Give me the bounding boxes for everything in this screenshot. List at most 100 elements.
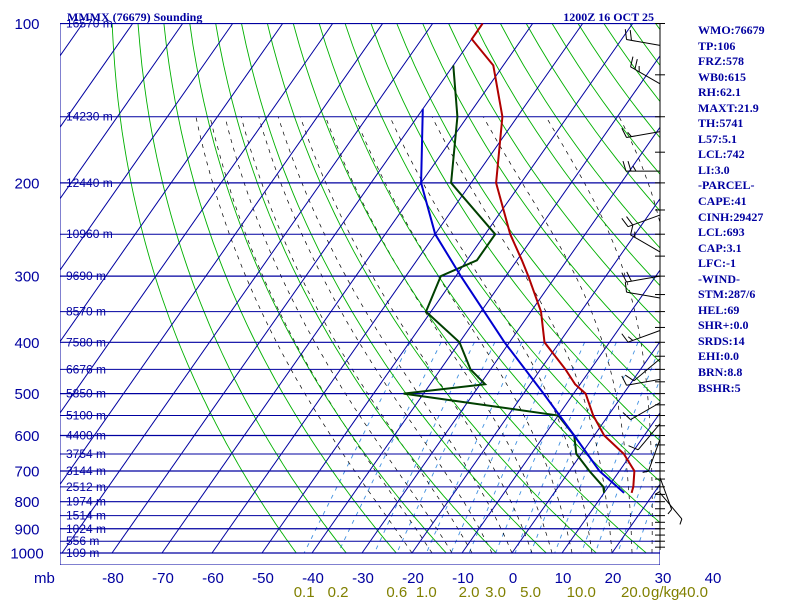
isotherm-line: [361, 126, 660, 554]
dry-adiabat-line: [215, 23, 497, 554]
stat-cap: CAP:3.1: [698, 240, 742, 255]
wind-barb-flag: [621, 127, 627, 138]
wind-barb-staff: [630, 234, 661, 253]
mixing-ratio-label: 5.0: [520, 584, 541, 600]
wind-barb-flag: [632, 165, 637, 172]
mixing-ratio-label: 2.0: [459, 584, 480, 600]
wind-barb: [654, 457, 661, 495]
pressure-tick-label: 100: [14, 16, 39, 33]
temperature-tick-label: -50: [252, 570, 274, 587]
wind-barb-flag: [630, 56, 634, 67]
stat-cinh: CINH:29427: [698, 209, 764, 224]
wind-barb: [621, 127, 661, 138]
wind-barb-staff: [633, 358, 661, 382]
wind-barb-flag: [630, 224, 634, 236]
wind-barb: [630, 224, 661, 253]
stat-l57: L57:5.1: [698, 131, 737, 146]
stat-parcel-lcl: LCL:693: [698, 225, 745, 240]
moist-adiabat-line: [277, 116, 513, 554]
temperature-tick-label: -10: [452, 570, 474, 587]
stat-tp: TP:106: [698, 38, 736, 53]
stat-bshr: BSHR:5: [698, 380, 741, 395]
wind-barb-flag: [627, 336, 634, 341]
wind-barb-staff: [626, 291, 661, 299]
moist-adiabat-line: [354, 116, 573, 554]
stat-hel: HEL:69: [698, 302, 740, 317]
dry-adiabat-line: [137, 23, 347, 554]
stat-wmo: WMO:76679: [698, 23, 765, 37]
wind-barb-flag: [626, 271, 632, 282]
stat-stm: STM:287/6: [698, 287, 756, 302]
pressure-tick-label: 500: [14, 386, 39, 403]
wind-barb: [624, 29, 661, 46]
chart-title: MMMX (76679) Sounding: [67, 10, 202, 24]
wind-barb: [624, 281, 661, 299]
wind-barb-flag: [626, 216, 634, 226]
wind-barb-flag: [622, 412, 631, 420]
height-label: 14230 m: [66, 110, 113, 124]
wind-barb: [624, 358, 661, 382]
height-label: 8570 m: [66, 305, 106, 319]
moist-adiabat-line: [299, 116, 533, 554]
wind-barb-flag: [621, 333, 629, 343]
mixing-ratio-line: [580, 345, 660, 554]
pressure-tick-label: 400: [14, 335, 39, 352]
wind-barb-flag: [679, 518, 683, 525]
wind-barb-flag: [621, 375, 627, 386]
isotherm-line: [261, 23, 634, 554]
moist-adiabat-line: [482, 116, 633, 553]
isotherm-line: [60, 23, 234, 272]
mixing-ratio-line: [396, 342, 496, 554]
moist-adiabat-line: [431, 116, 613, 554]
mixing-ratio-label: 0.2: [328, 584, 349, 600]
temperature-tick-label: 40: [705, 570, 722, 587]
height-label: 5850 m: [66, 387, 106, 401]
mixing-ratio-unit-label: g/kg: [651, 584, 679, 600]
moist-adiabat-line: [545, 116, 653, 553]
mixing-ratio-label: 0.1: [294, 584, 315, 600]
temperature-tick-label: -40: [302, 570, 324, 587]
wind-barb: [628, 423, 661, 451]
height-label: 9690 m: [66, 269, 106, 283]
stat-lcl: LCL:742: [698, 147, 745, 162]
stat-lfc: LFC:-1: [698, 256, 736, 271]
stat-frz: FRZ:578: [698, 54, 744, 69]
isotherm-line: [211, 23, 584, 554]
mixing-ratio-label: 40.0: [679, 584, 708, 600]
mixing-ratio-line: [594, 378, 660, 554]
wind-barb-flag: [622, 160, 627, 172]
isotherm-line: [60, 23, 184, 200]
isotherm-line: [411, 197, 660, 554]
mixing-ratio-label: 10.0: [567, 584, 596, 600]
mixing-ratio-label: 1.0: [416, 584, 437, 600]
wind-barb-staff: [647, 439, 661, 472]
wind-barb: [642, 439, 661, 473]
moist-adiabat-line: [195, 116, 413, 554]
wind-barb: [622, 160, 660, 172]
wind-barb-flag: [628, 445, 639, 451]
mixing-ratio-line: [617, 433, 660, 554]
wind-barb-flag: [634, 59, 638, 70]
wind-barb-staff: [659, 492, 683, 520]
dewpoint-profile-line: [403, 65, 606, 494]
wind-barb-flag: [621, 217, 629, 227]
wind-barb-staff: [626, 378, 661, 386]
height-label: 556 m: [66, 534, 99, 548]
height-label: 1024 m: [66, 522, 106, 536]
wind-barb-flag: [642, 470, 649, 473]
wind-barb-staff: [630, 402, 661, 421]
temperature-tick-label: 0: [509, 570, 517, 587]
parcel-profile-line: [420, 108, 625, 494]
mixing-ratio-line: [495, 342, 586, 554]
isotherm-line: [311, 54, 660, 554]
wind-barb-staff: [630, 66, 661, 85]
isotherm-line: [561, 412, 660, 554]
wind-barb-flag: [621, 272, 627, 283]
height-label: 12440 m: [66, 176, 113, 190]
temperature-profile-line: [470, 23, 636, 494]
mixing-ratio-label: 0.6: [386, 584, 407, 600]
temperature-tick-label: -80: [102, 570, 124, 587]
height-label: 6676 m: [66, 362, 106, 376]
pressure-unit-label: mb: [34, 570, 55, 587]
